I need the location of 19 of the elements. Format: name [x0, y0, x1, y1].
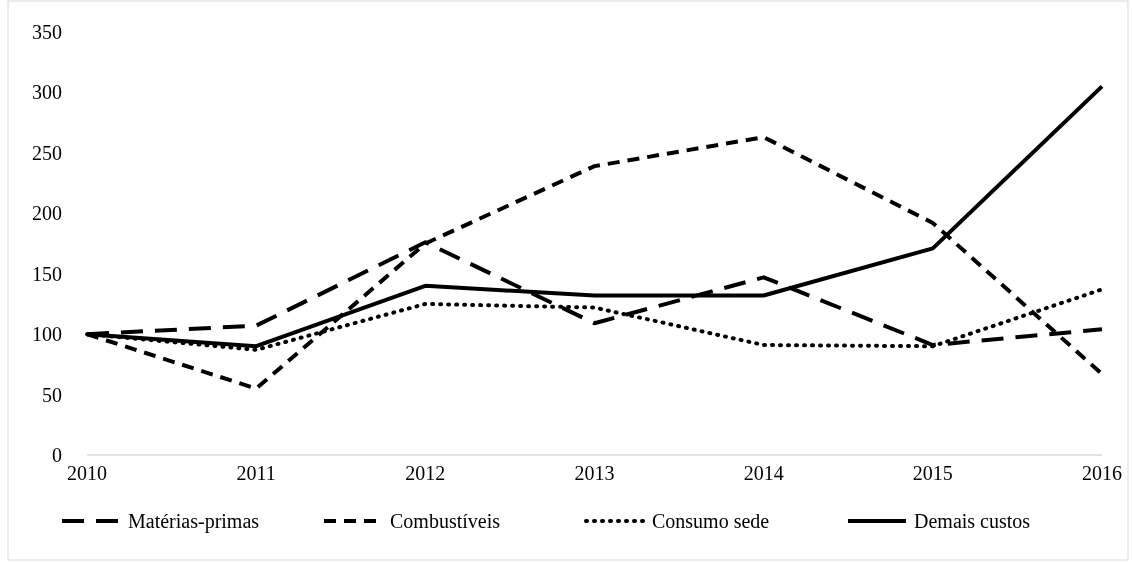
- legend-label: Matérias-primas: [128, 510, 260, 533]
- x-tick-label: 2012: [405, 462, 446, 484]
- y-tick-label: 200: [32, 202, 62, 225]
- x-tick-label: 2010: [67, 462, 107, 484]
- y-tick-label: 50: [42, 383, 62, 406]
- y-tick-label: 350: [32, 21, 62, 43]
- y-tick-label: 300: [32, 81, 62, 104]
- legend-label: Combustíveis: [390, 510, 501, 532]
- x-tick-label: 2011: [236, 462, 276, 484]
- y-tick-label: 0: [52, 444, 62, 466]
- legend-label: Demais custos: [914, 510, 1031, 532]
- x-tick-label: 2016: [1082, 462, 1122, 484]
- x-tick-label: 2014: [743, 462, 784, 484]
- x-tick-label: 2013: [574, 462, 615, 484]
- legend-label: Consumo sede: [652, 510, 770, 532]
- y-tick-label: 150: [32, 262, 62, 285]
- x-tick-label: 2015: [912, 462, 953, 484]
- y-tick-label: 100: [32, 323, 62, 346]
- y-tick-label: 250: [32, 141, 62, 164]
